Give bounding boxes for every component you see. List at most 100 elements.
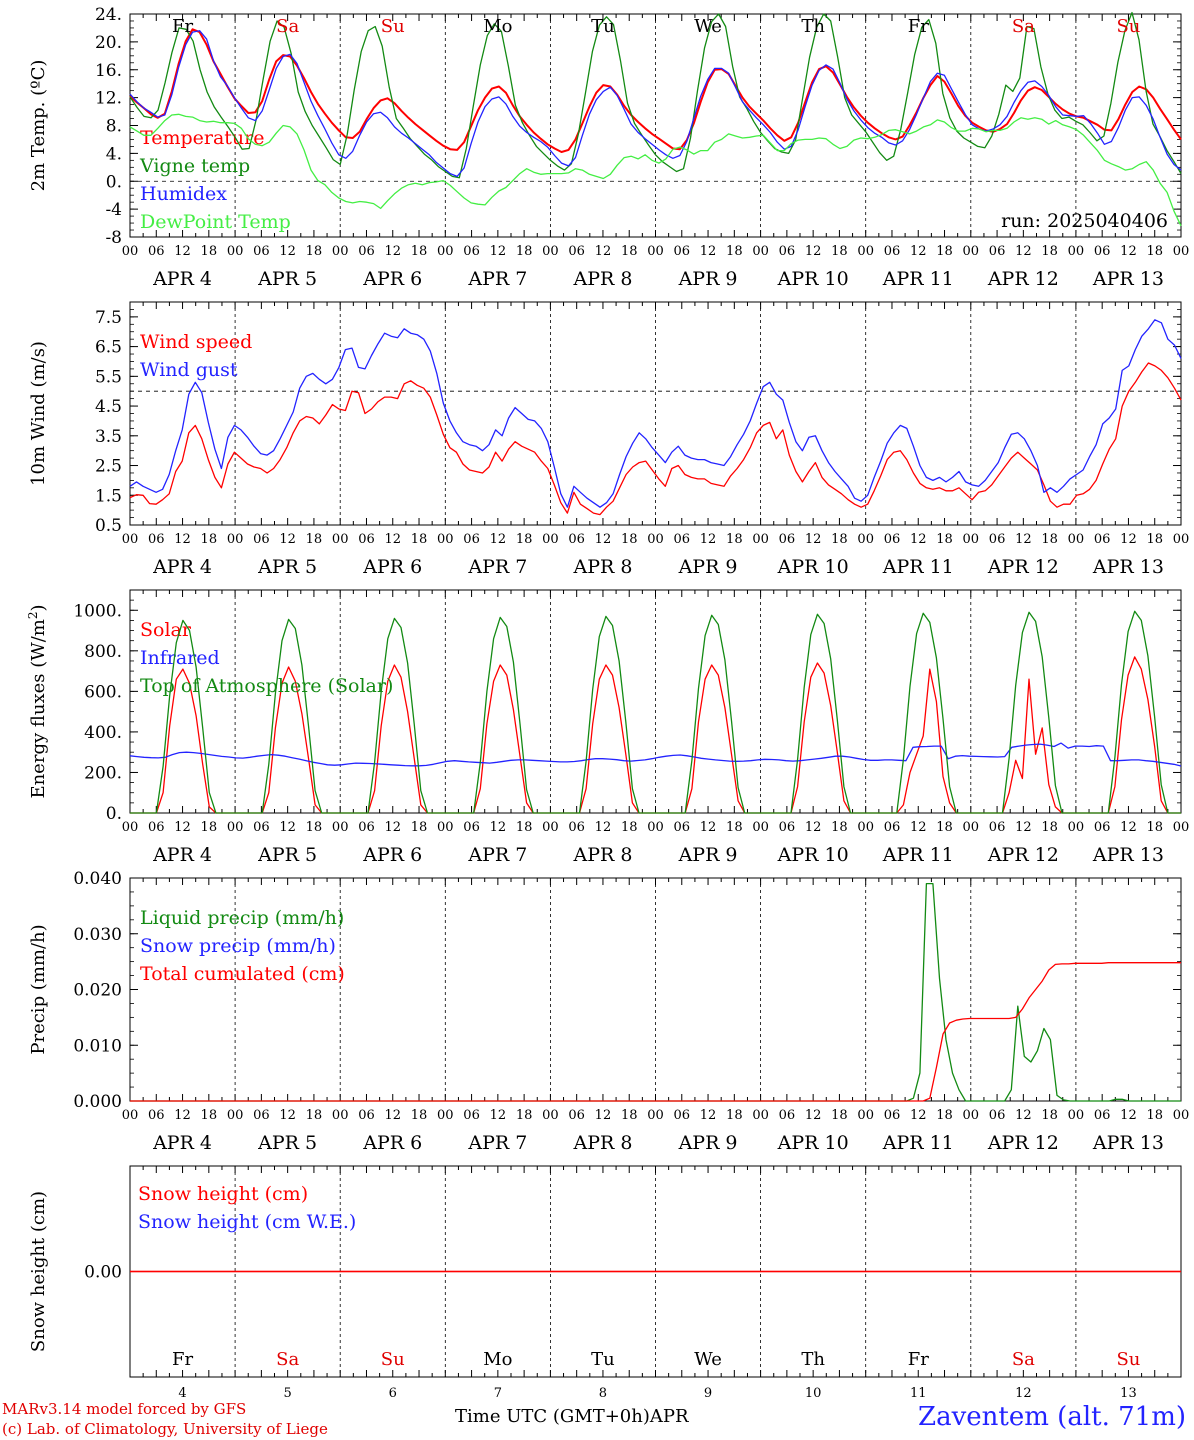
hour-label: 12 [279, 244, 296, 259]
hour-label: 00 [437, 820, 454, 835]
hour-label: 00 [752, 244, 769, 259]
hour-label: 12 [1120, 244, 1137, 259]
hour-label: 06 [253, 244, 270, 259]
date-label: APR 9 [678, 268, 738, 290]
date-label: APR 12 [987, 556, 1059, 578]
hour-label: 00 [332, 820, 349, 835]
hour-label: 18 [306, 820, 323, 835]
date-label: APR 10 [777, 268, 849, 290]
y-tick-label: -8 [105, 228, 122, 248]
hour-label: 12 [490, 820, 507, 835]
date-label: APR 8 [572, 268, 632, 290]
hour-label: 00 [542, 244, 559, 259]
y-tick-label: 0.020 [73, 981, 122, 1001]
hour-label: 00 [963, 244, 980, 259]
hour-label: 00 [752, 532, 769, 547]
hour-label: 06 [1094, 244, 1111, 259]
y-axis-label: 10m Wind (m/s) [28, 341, 49, 486]
hour-label: 00 [857, 244, 874, 259]
y-tick-label: 0. [106, 804, 122, 824]
y-tick-label: 2.5 [95, 457, 122, 477]
hour-label: 06 [463, 532, 480, 547]
hour-label: 06 [674, 820, 691, 835]
hour-label: 12 [174, 820, 191, 835]
hour-label: 12 [910, 244, 927, 259]
hour-label: 18 [1146, 1108, 1163, 1123]
hour-label: 18 [621, 244, 638, 259]
hour-label: 12 [384, 820, 401, 835]
hour-label: 06 [568, 532, 585, 547]
hour-label: 06 [674, 244, 691, 259]
hour-label: 18 [1146, 532, 1163, 547]
hour-label: 18 [726, 532, 743, 547]
hour-label: 18 [201, 244, 218, 259]
series-line-green [129, 11, 1182, 179]
hour-label: 00 [963, 532, 980, 547]
hour-label: 06 [884, 532, 901, 547]
date-label: APR 6 [362, 1132, 422, 1154]
legend-entry: Snow height (cm W.E.) [138, 1211, 356, 1233]
hour-label: 12 [1120, 1108, 1137, 1123]
legend-entry: Temperature [140, 127, 264, 149]
y-tick-label: 6.5 [95, 338, 122, 358]
series-line-blue [129, 30, 1182, 178]
panel-energy: 1000. 800. 600. 400. 200. 0. Energy fluxes (W/… [26, 589, 1189, 866]
hour-label: 12 [805, 532, 822, 547]
hour-label: 06 [568, 1108, 585, 1123]
date-label: APR 8 [572, 556, 632, 578]
hour-label: 00 [752, 820, 769, 835]
hour-label: 00 [227, 244, 244, 259]
date-label: APR 5 [257, 844, 317, 866]
hour-label: 00 [647, 532, 664, 547]
hour-label: 18 [201, 532, 218, 547]
hour-label: 18 [1041, 532, 1058, 547]
hour-label: 18 [726, 244, 743, 259]
hour-label: 12 [1120, 532, 1137, 547]
x-axis-month: APR [649, 1406, 689, 1427]
date-label: APR 11 [882, 844, 954, 866]
day-number: 13 [1120, 1386, 1137, 1401]
date-label: APR 4 [152, 1132, 212, 1154]
y-tick-label: 4. [106, 144, 122, 164]
hour-label: 12 [805, 244, 822, 259]
y-tick-label: 400. [84, 723, 122, 743]
hour-label: 06 [463, 820, 480, 835]
hour-label: 00 [857, 532, 874, 547]
hour-label: 06 [779, 820, 796, 835]
day-name-bottom: Sa [276, 1349, 299, 1370]
hour-label: 12 [700, 820, 717, 835]
hour-label: 18 [936, 244, 953, 259]
hour-label: 12 [805, 1108, 822, 1123]
day-name-top: Sa [276, 16, 299, 37]
hour-label: 06 [989, 532, 1006, 547]
day-name-top: Tu [591, 16, 615, 37]
legend-entry: Liquid precip (mm/h) [140, 907, 344, 929]
hour-label: 18 [201, 820, 218, 835]
hour-label: 18 [831, 532, 848, 547]
hour-label: 12 [279, 532, 296, 547]
hour-label: 18 [201, 1108, 218, 1123]
hour-label: 00 [647, 1108, 664, 1123]
day-name-bottom: Mo [483, 1349, 512, 1370]
hour-label: 12 [174, 532, 191, 547]
hour-label: 18 [621, 532, 638, 547]
date-label: APR 11 [882, 1132, 954, 1154]
legend-entry: Snow height (cm) [138, 1183, 308, 1205]
hour-label: 18 [726, 1108, 743, 1123]
station-name: Zaventem (alt. 71m) [918, 1402, 1186, 1432]
y-tick-label: 3.5 [95, 427, 122, 447]
date-label: APR 8 [572, 1132, 632, 1154]
panel-temperature: 24. 20. 16. 12. 8. 4. 0. -4 -8 2m Temp. (ºC) Tempe… [28, 5, 1189, 290]
hour-label: 00 [437, 1108, 454, 1123]
legend-entry: Wind speed [140, 331, 252, 353]
panel-precip: 0.040 0.030 0.020 0.010 0.000 Precip (mm/h) Li… [28, 869, 1189, 1154]
hour-label: 18 [936, 532, 953, 547]
date-label: APR 4 [152, 268, 212, 290]
hour-label: 12 [174, 1108, 191, 1123]
y-tick-label: 1.5 [95, 486, 122, 506]
legend-entry: Humidex [140, 183, 227, 205]
hour-label: 00 [332, 1108, 349, 1123]
hour-label: 06 [779, 244, 796, 259]
day-name-top: Fr [172, 16, 193, 37]
series-line-blue [129, 742, 1182, 767]
